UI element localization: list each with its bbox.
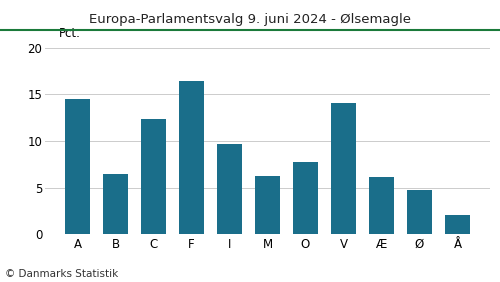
Bar <box>407 190 432 234</box>
Bar <box>445 215 470 234</box>
Bar <box>65 99 90 234</box>
Text: Europa-Parlamentsvalg 9. juni 2024 - Ølsemagle: Europa-Parlamentsvalg 9. juni 2024 - Øls… <box>89 13 411 26</box>
Bar <box>331 103 356 234</box>
Bar <box>369 177 394 234</box>
Bar <box>141 119 166 234</box>
Bar <box>293 162 318 234</box>
Bar <box>217 144 242 234</box>
Bar <box>103 173 128 234</box>
Bar <box>179 81 204 234</box>
Text: © Danmarks Statistik: © Danmarks Statistik <box>5 269 118 279</box>
Bar <box>255 176 280 234</box>
Text: Pct.: Pct. <box>58 28 80 41</box>
